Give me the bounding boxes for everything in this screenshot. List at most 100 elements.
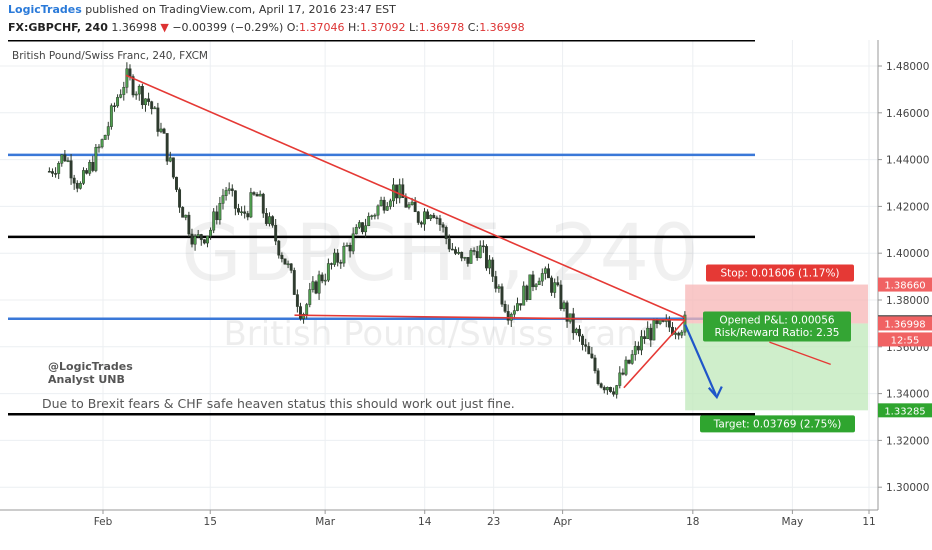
candle-body <box>314 281 318 294</box>
drawings[interactable] <box>125 74 831 400</box>
candle-body <box>206 235 209 244</box>
x-tick-label: 11 <box>862 516 875 528</box>
stop-label: Stop: 0.01606 (1.17%) <box>706 264 854 282</box>
target-label: Target: 0.03769 (2.75%) <box>700 415 855 433</box>
candle-body <box>429 214 433 219</box>
low-value: 1.36978 <box>418 21 465 34</box>
candle-body <box>159 128 163 132</box>
price-tag-bg <box>878 277 932 292</box>
symbol-label[interactable]: FX:GBPCHF, 240 <box>8 21 108 34</box>
candle-body <box>649 327 653 341</box>
candle-body <box>156 107 160 132</box>
candle-body <box>516 303 519 311</box>
candle-body <box>578 328 581 337</box>
candle-body <box>209 229 213 237</box>
candle-body <box>640 336 643 351</box>
candle-body <box>330 263 333 265</box>
candle-body <box>655 320 659 324</box>
candle-body <box>85 170 89 174</box>
watermark-name: British Pound/Swiss Franc <box>223 314 656 354</box>
candle-body <box>246 213 250 218</box>
open-label: O: <box>286 21 299 34</box>
candle-body <box>590 353 594 359</box>
price-tag-text: 1.38660 <box>884 281 925 292</box>
candle-body <box>395 184 399 199</box>
candle-body <box>593 357 597 372</box>
candle-body <box>624 359 628 375</box>
candle-body <box>450 248 454 251</box>
candle-body <box>438 218 442 225</box>
candle-body <box>75 182 79 189</box>
candle-body <box>302 314 306 319</box>
candle-body <box>202 239 206 244</box>
annotation-handle: @LogicTrades <box>48 360 133 373</box>
candle-body <box>469 250 473 264</box>
candle-body <box>540 273 544 282</box>
pnl-label-text: Risk/Reward Ratio: 2.35 <box>715 327 840 339</box>
price-chart[interactable]: GBPCHF, 240 British Pound/Swiss Franc St… <box>0 40 932 550</box>
candle-body <box>609 387 612 392</box>
candle-body <box>140 85 144 106</box>
horizontal-levels[interactable] <box>8 40 755 416</box>
candle-body <box>252 192 256 195</box>
candle-body <box>274 225 278 242</box>
candle-body <box>357 222 361 228</box>
candle-body <box>522 285 526 306</box>
candle-body <box>643 336 647 340</box>
target-label-bg <box>700 415 855 433</box>
candle-body <box>481 245 485 248</box>
candle-body <box>410 201 414 205</box>
candle-body <box>543 268 547 274</box>
candle-body <box>432 214 436 219</box>
candle-body <box>283 258 287 265</box>
candle-body <box>534 284 538 288</box>
candle-body <box>153 107 157 110</box>
candle-body <box>497 286 501 289</box>
x-tick-label: Feb <box>94 516 113 528</box>
candle-body <box>100 139 104 148</box>
stop-label-text: Stop: 0.01606 (1.17%) <box>720 268 839 280</box>
y-tick-label: 1.32000 <box>886 435 929 447</box>
projection-arrow <box>684 324 717 396</box>
candle-body <box>82 170 85 184</box>
candle-body <box>348 245 352 252</box>
candle-body <box>379 199 383 207</box>
candle-body <box>286 263 290 266</box>
candle-body <box>323 279 327 282</box>
candle-body <box>426 211 430 219</box>
candle-body <box>342 245 346 264</box>
candle-body <box>627 359 631 364</box>
candle-body <box>66 160 70 162</box>
candle-body <box>559 284 563 309</box>
candle-body <box>113 105 116 107</box>
candle-body <box>88 162 92 174</box>
position-labels: Stop: 0.01606 (1.17%) Opened P&L: 0.00056… <box>700 264 855 433</box>
open-value: 1.37046 <box>298 21 345 34</box>
notes: @LogicTrades Analyst UNB Due to Brexit f… <box>42 360 515 411</box>
candle-body <box>196 234 200 237</box>
candle-body <box>47 171 51 173</box>
candle-body <box>581 335 585 345</box>
candle-body <box>444 227 448 240</box>
candle-body <box>57 162 61 174</box>
candle-body <box>218 203 222 221</box>
x-tick-label: Apr <box>554 516 573 528</box>
candle-body <box>370 215 374 217</box>
candle-body <box>382 199 386 211</box>
candle-body <box>320 274 324 282</box>
ohlc-line: FX:GBPCHF, 240 1.36998 ▼ −0.00399 (−0.29… <box>8 21 525 34</box>
time-axis[interactable]: Feb 15 Mar 14 23 Apr 18 May 11 <box>94 510 876 528</box>
candle-body <box>596 370 600 384</box>
candle-body <box>419 222 423 225</box>
candle-body <box>392 184 395 202</box>
candle-body <box>308 289 312 305</box>
candle-body <box>119 94 123 98</box>
price-tag-text: 1.36998 <box>884 319 925 330</box>
candle-body <box>137 85 141 95</box>
candle-body <box>144 98 147 106</box>
candle-body <box>475 251 479 259</box>
brand-link[interactable]: LogicTrades <box>8 3 82 16</box>
close-value: 1.36998 <box>479 21 525 34</box>
candle-body <box>485 246 488 269</box>
